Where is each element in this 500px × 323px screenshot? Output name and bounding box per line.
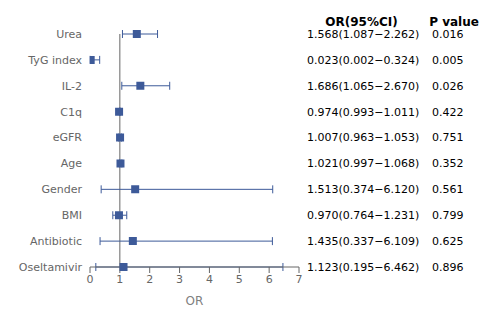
svg-text:4: 4 [206,273,213,286]
svg-text:0.751: 0.751 [432,131,464,144]
svg-text:C1q: C1q [60,106,82,119]
svg-text:1.435(0.337−6.109): 1.435(0.337−6.109) [307,235,419,248]
svg-text:BMI: BMI [62,209,82,222]
svg-text:0.625: 0.625 [432,235,464,248]
svg-text:2: 2 [146,273,153,286]
svg-text:OR(95%CI): OR(95%CI) [325,15,397,29]
svg-text:0.422: 0.422 [432,106,464,119]
svg-text:0.352: 0.352 [432,157,464,170]
svg-text:1: 1 [116,273,123,286]
svg-text:Oseltamivir: Oseltamivir [19,261,83,274]
svg-text:3: 3 [176,273,183,286]
svg-text:1.513(0.374−6.120): 1.513(0.374−6.120) [307,183,419,196]
svg-text:6: 6 [266,273,273,286]
svg-text:TyG index: TyG index [27,54,82,67]
svg-text:Urea: Urea [56,28,82,41]
svg-text:0: 0 [87,273,94,286]
svg-text:Age: Age [61,157,83,170]
svg-text:0.016: 0.016 [432,28,464,41]
svg-text:IL-2: IL-2 [62,80,82,93]
svg-text:7: 7 [296,273,303,286]
svg-text:1.123(0.195−6.462): 1.123(0.195−6.462) [307,261,419,274]
svg-text:0.561: 0.561 [432,183,464,196]
svg-text:0.896: 0.896 [432,261,464,274]
svg-text:5: 5 [236,273,243,286]
svg-text:1.568(1.087−2.262): 1.568(1.087−2.262) [307,28,419,41]
svg-text:0.974(0.993−1.011): 0.974(0.993−1.011) [307,106,419,119]
svg-text:0.023(0.002−0.324): 0.023(0.002−0.324) [307,54,419,67]
svg-text:1.007(0.963−1.053): 1.007(0.963−1.053) [307,131,419,144]
svg-text:0.005: 0.005 [432,54,464,67]
svg-text:OR: OR [186,294,204,308]
svg-text:eGFR: eGFR [53,131,83,144]
svg-text:0.799: 0.799 [432,209,464,222]
svg-text:0.026: 0.026 [432,80,464,93]
svg-text:P value: P value [429,15,479,29]
svg-text:1.686(1.065−2.670): 1.686(1.065−2.670) [307,80,419,93]
svg-text:1.021(0.997−1.068): 1.021(0.997−1.068) [307,157,419,170]
svg-text:Gender: Gender [41,183,82,196]
svg-text:Antibiotic: Antibiotic [30,235,82,248]
svg-text:0.970(0.764−1.231): 0.970(0.764−1.231) [307,209,419,222]
